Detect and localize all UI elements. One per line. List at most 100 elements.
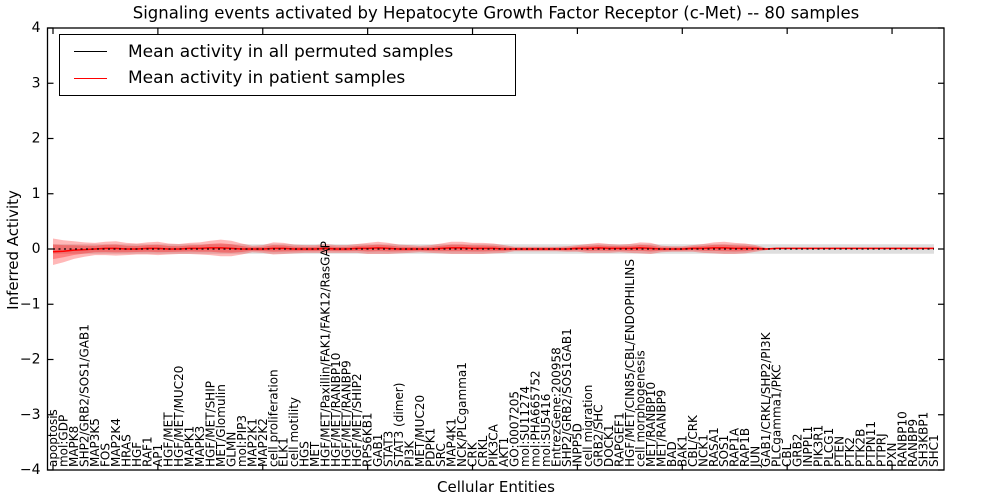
x-entity-label: MET/RANBP9: [654, 390, 668, 467]
x-entity-label: mol:PHA665752: [528, 370, 542, 467]
x-entity-label: apoptosis: [46, 409, 60, 467]
x-entity-label: mol:SU11274: [518, 386, 532, 467]
patient-std-band: [53, 238, 934, 265]
x-entity-label: SHC1: [927, 434, 941, 467]
x-entity-label: GO:0007205: [507, 391, 521, 467]
x-entity-label: BAD: [665, 441, 679, 467]
y-tick-label: 4: [32, 20, 41, 36]
chart-title: Signaling events activated by Hepatocyte…: [132, 3, 860, 23]
x-entity-label: mol:SU5416: [539, 394, 553, 467]
x-entity-label: HGF: [130, 442, 144, 467]
x-entity-label: SHP2/GRB2/SOS1/GAB1: [77, 324, 91, 467]
x-entity-label: EntrezGene:200958: [549, 347, 563, 467]
x-entity-label: HGF/MET/RANBP9: [340, 360, 354, 467]
x-entity-label: cell motility: [287, 397, 301, 467]
x-entity-label: RANBP9: [906, 419, 920, 467]
x-entity-label: BAK1: [675, 435, 689, 467]
legend-label-patient: Mean activity in patient samples: [128, 68, 406, 89]
x-entity-label: MAPK8: [67, 426, 81, 467]
y-tick-label: −4: [20, 462, 41, 478]
x-entity-label: HGF/MET/CIN85/CBL/ENDOPHILINS: [623, 259, 637, 467]
x-entity-label: STAT3: [382, 431, 396, 467]
x-entity-label: HGS: [298, 441, 312, 467]
x-entity-label: NCK1: [696, 434, 710, 467]
x-entity-label: ELK1: [277, 437, 291, 467]
y-tick-label: 2: [32, 131, 41, 147]
x-entity-label: HGF/MET/Paxillin/FAK1/FAK12/RasGAP: [319, 241, 333, 467]
x-entity-label: NCK/PLCgamma1: [455, 362, 469, 467]
x-entity-label: cell morphogenesis: [633, 350, 647, 467]
x-entity-label: RAP1A: [728, 427, 742, 467]
x-entity-label: PTEN: [833, 436, 847, 467]
x-entity-label: RASA1: [707, 427, 721, 467]
x-entity-label: cell migration: [581, 385, 595, 467]
x-entity-label: RPS6KB1: [361, 412, 375, 467]
x-entity-label: MAPK3: [193, 426, 207, 467]
x-entity-label: SOS1: [717, 435, 731, 467]
x-entity-label: mol:PIP3: [235, 415, 249, 467]
x-entity-label: RAF1: [140, 436, 154, 467]
x-entity-label: MET: [308, 441, 322, 467]
x-entity-label: CBL: [780, 443, 794, 467]
permuted-line-swatch: [74, 51, 107, 53]
x-entity-label: SHP2/GRB2/SOS1GAB1: [560, 328, 574, 467]
x-entity-label: INPPL1: [801, 426, 815, 467]
x-entity-label: FOS: [98, 443, 112, 467]
legend-item-permuted: Mean activity in all permuted samples: [60, 42, 515, 62]
x-entity-label: JUN: [749, 446, 763, 468]
x-entity-label: AP1: [151, 444, 165, 467]
x-entity-label: GAB1/CRKL/SHP2/PI3K: [759, 331, 773, 467]
patient-line-swatch: [74, 77, 107, 79]
x-entity-label: PDPK1: [424, 428, 438, 467]
y-tick-label: 0: [32, 241, 41, 257]
x-entity-label: RAP1B: [738, 428, 752, 467]
x-entity-label: PIK3R1: [812, 425, 826, 467]
x-entity-label: CRKL: [476, 435, 490, 467]
x-entity-label: SH3KBP1: [917, 412, 931, 467]
y-tick-label: 1: [32, 186, 41, 202]
x-entity-label: GRB2/SHC: [591, 404, 605, 467]
x-entity-label: PIK3CA: [487, 423, 501, 467]
legend: Mean activity in all permuted samples Me…: [59, 34, 516, 96]
x-entity-label: MAP2K4: [109, 418, 123, 467]
x-entity-label: PTPRJ: [875, 433, 889, 467]
x-entity-label: CBL/CRK: [686, 414, 700, 467]
x-entity-label: cell proliferation: [266, 369, 280, 467]
x-entity-label: MAP2K2: [256, 418, 270, 467]
x-entity-label: MAP3K5: [88, 418, 102, 467]
x-entity-label: HGF/MET/SHIP: [203, 381, 217, 467]
x-entity-label: GRB2: [791, 433, 805, 467]
x-entity-label: AKT1: [497, 437, 511, 467]
x-entity-label: MET/Glomulin: [214, 384, 228, 467]
x-entity-label: RANBP10: [896, 411, 910, 467]
x-entity-label: HGF/MET/RANBP10: [329, 353, 343, 467]
x-entity-label: RAPGEF1: [612, 412, 626, 467]
x-entity-label: PXN: [885, 443, 899, 467]
y-tick-label: −2: [20, 352, 41, 368]
x-entity-label: SRC: [434, 443, 448, 467]
x-entity-label: MET/MUC20: [413, 395, 427, 467]
x-entity-label: STAT3 (dimer): [392, 383, 406, 467]
y-tick-label: 3: [32, 75, 41, 91]
x-entity-label: MET/RANBP10: [644, 382, 658, 467]
x-entity-label: HGF/MET/SHIP2: [350, 373, 364, 467]
x-entity-label: mol:GDP: [56, 415, 70, 467]
x-entity-label: PTK2B: [854, 429, 868, 467]
entity-labels: apoptosismol:GDPMAPK8SHP2/GRB2/SOS1/GAB1…: [46, 241, 941, 468]
x-entity-label: INPP5D: [570, 423, 584, 467]
x-entity-label: MAP4K1: [445, 418, 459, 467]
x-entity-label: CRK: [466, 441, 480, 467]
x-entity-label: PTK2: [843, 437, 857, 467]
y-tick-label: −1: [20, 296, 41, 312]
x-entity-label: PLCgamma1/PKC: [770, 364, 784, 467]
x-entity-label: MAP2K1: [245, 418, 259, 467]
x-axis-label: Cellular Entities: [437, 478, 555, 496]
x-entity-label: HGF/MET: [161, 412, 175, 467]
x-entity-label: GLMN: [224, 432, 238, 467]
legend-label-permuted: Mean activity in all permuted samples: [128, 41, 454, 62]
x-entity-label: HGF/MET/MUC20: [172, 366, 186, 467]
x-entity-label: PLCG1: [822, 428, 836, 467]
y-tick-label: −3: [20, 407, 41, 423]
